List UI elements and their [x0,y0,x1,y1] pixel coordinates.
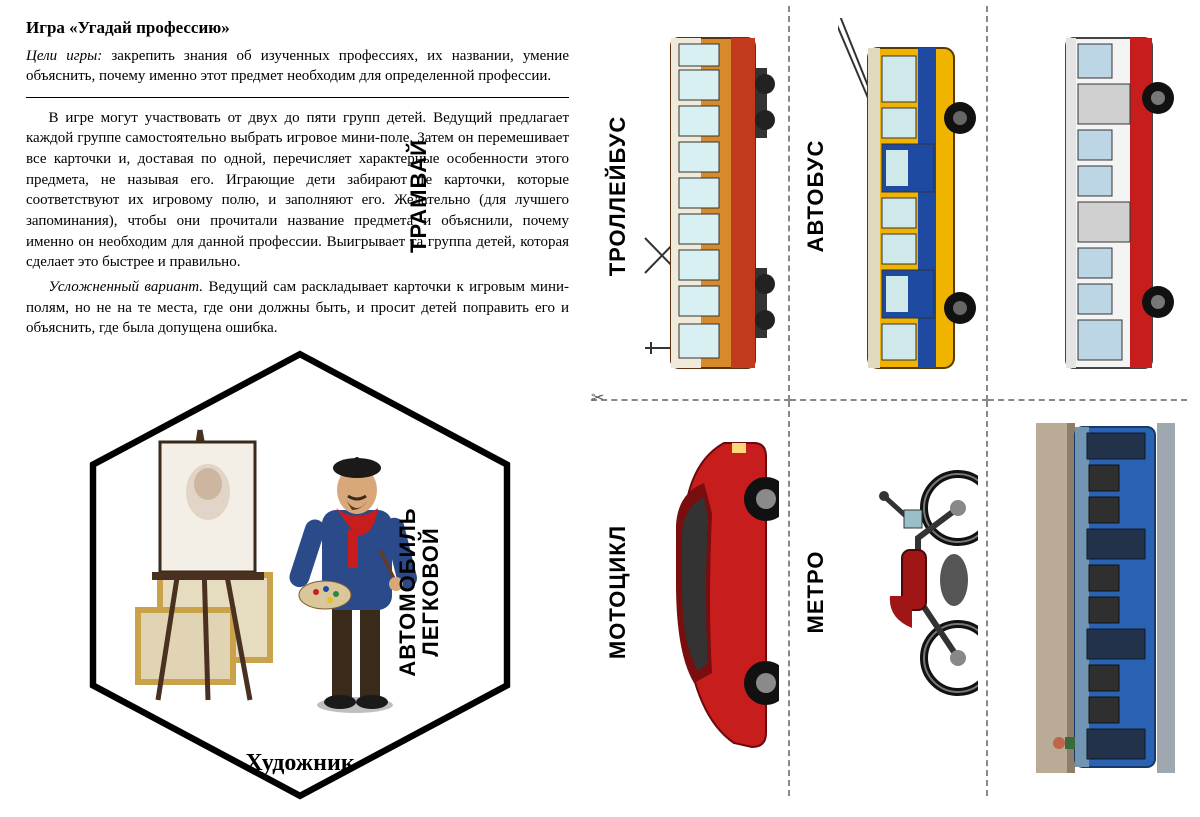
card-label-car: АВТОМОБИЛЬЛЕГКОВОЙ [396,407,442,777]
goals-label: Цели игры: [26,48,102,64]
goals-text: закрепить знания об изученных профессиях… [26,48,569,84]
card-metro: МЕТРО [988,401,1187,796]
trolleybus-illustration [838,18,978,388]
card-label-tram: ТРАМВАЙ [406,11,432,381]
rules-paragraph-2: Усложненный вариант. Ведущий сам расклад… [26,277,569,339]
rules-paragraph-1: В игре могут участвовать от двух до пяти… [26,108,569,274]
scissors-icon: ✂ [591,388,604,408]
card-label-motorcycle: МОТОЦИКЛ [605,407,631,777]
variant-label: Усложненный вариант. [49,279,204,295]
tram-illustration [639,18,779,388]
card-label-metro: МЕТРО [803,407,829,777]
card-bus: АВТОБУС [988,6,1187,401]
hexagon-card: Художник [70,345,530,805]
game-title: Игра «Угадай профессию» [26,18,569,38]
car-illustration [639,413,779,783]
card-label-bus: АВТОБУС [803,11,829,381]
goals-paragraph: Цели игры: закрепить знания об изученных… [26,46,569,87]
motorcycle-illustration [838,413,978,783]
hexagon-label: Художник [70,750,530,777]
metro-illustration [1036,413,1176,783]
bus-illustration [1036,18,1176,388]
separator-rule [26,97,569,98]
cards-grid: ТРАМВАЙ [591,6,1187,796]
card-label-trolleybus: ТРОЛЛЕЙБУС [605,11,631,381]
